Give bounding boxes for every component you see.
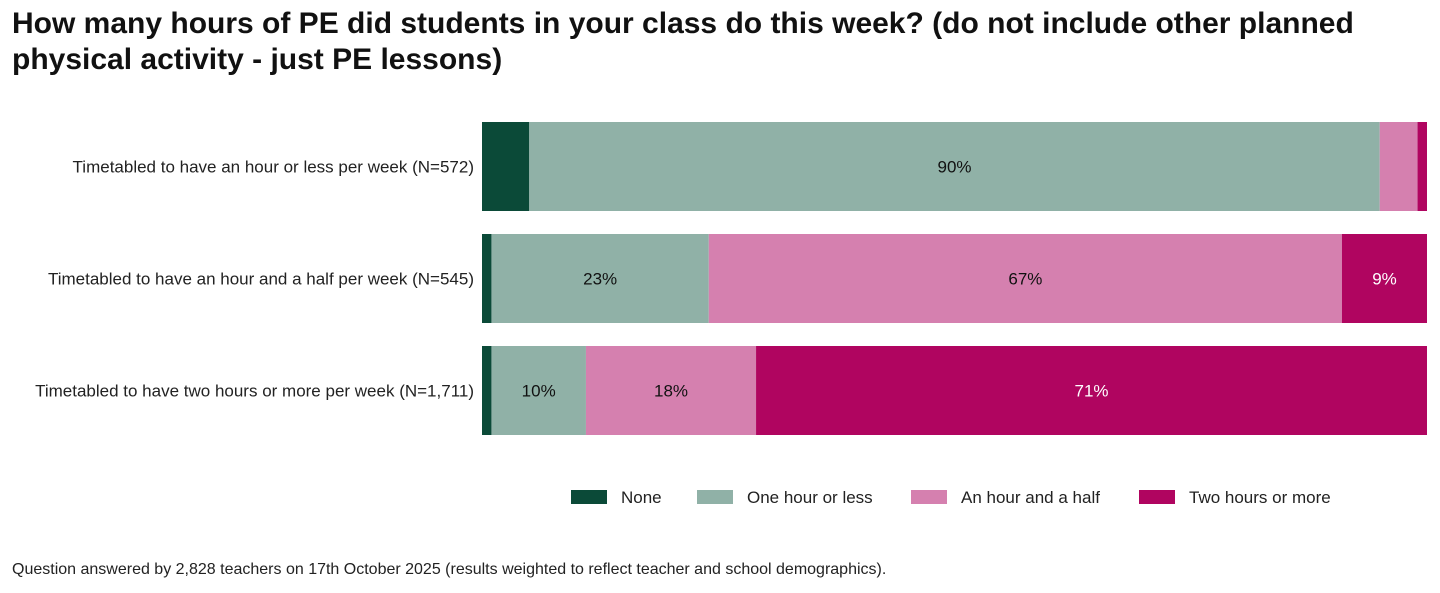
data-label: 67% <box>1008 270 1042 289</box>
bar-segment-an-hour-and-a-half <box>585 346 757 435</box>
bar-segment-two-hours-or-more <box>1341 234 1427 323</box>
legend-swatch <box>1139 490 1175 504</box>
bar-segment-an-hour-and-a-half <box>1379 122 1418 211</box>
category-label: Timetabled to have an hour and a half pe… <box>48 270 474 289</box>
legend-swatch <box>911 490 947 504</box>
chart-title: How many hours of PE did students in you… <box>12 7 1354 76</box>
stacked-bar-chart: Timetabled to have an hour or less per w… <box>35 122 1427 507</box>
category-label: Timetabled to have an hour or less per w… <box>73 158 474 177</box>
bar-segment-two-hours-or-more <box>1417 122 1427 211</box>
legend: None One hour or less An hour and a half Tw… <box>571 488 1331 507</box>
data-label: 90% <box>937 158 971 177</box>
category-labels: Timetabled to have an hour or less per w… <box>35 158 474 401</box>
footnote: Question answered by 2,828 teachers on 1… <box>12 561 887 578</box>
data-label: 23% <box>583 270 617 289</box>
bar-segment-one-hour-or-less <box>529 122 1380 211</box>
legend-label: One hour or less <box>747 488 873 507</box>
legend-swatch <box>571 490 607 504</box>
bar-labels: 90% 23% 67% 9% 10% 18% 71% <box>522 158 1397 401</box>
legend-label: An hour and a half <box>961 488 1100 507</box>
bar-segment-two-hours-or-more <box>756 346 1427 435</box>
legend-swatch <box>697 490 733 504</box>
bar-segment-none <box>482 234 492 323</box>
data-label: 9% <box>1372 270 1397 289</box>
bar-segment-one-hour-or-less <box>491 234 709 323</box>
data-label: 18% <box>654 382 688 401</box>
bar-segment-one-hour-or-less <box>491 346 586 435</box>
bar-segment-an-hour-and-a-half <box>708 234 1342 323</box>
data-label: 71% <box>1075 382 1109 401</box>
legend-label: Two hours or more <box>1189 488 1331 507</box>
bar-segment-none <box>482 346 492 435</box>
bar-segment-none <box>482 122 530 211</box>
legend-label: None <box>621 488 662 507</box>
data-label: 10% <box>522 382 556 401</box>
bars <box>482 122 1427 435</box>
category-label: Timetabled to have two hours or more per… <box>35 382 474 401</box>
